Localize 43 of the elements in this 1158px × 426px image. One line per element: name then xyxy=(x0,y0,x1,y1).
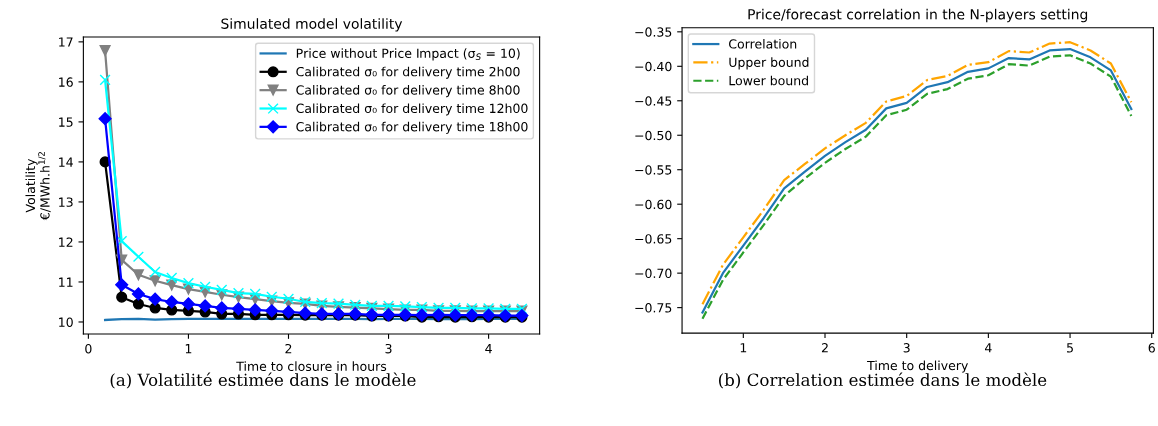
x-tick-label: 0 xyxy=(85,343,92,354)
legend-label: Calibrated σ₀ for delivery time 8h00 xyxy=(296,85,520,98)
x-axis-title: Time to delivery xyxy=(867,360,968,373)
y-tick-label: −0.45 xyxy=(635,96,672,106)
x-tick-label: 1 xyxy=(740,343,747,353)
legend-label: Calibrated σ₀ for delivery time 18h00 xyxy=(296,121,528,134)
y-tick-label: 11 xyxy=(59,277,73,287)
y-tick-label: −0.60 xyxy=(635,199,672,210)
legend-label: Upper bound xyxy=(729,57,809,70)
y-tick-label: 10 xyxy=(59,317,73,327)
x-tick-label: 4 xyxy=(985,343,992,353)
y-tick-label: −0.35 xyxy=(635,27,672,37)
y-tick-label: 13 xyxy=(59,197,73,207)
y-tick-label: −0.40 xyxy=(635,61,672,72)
chart-title: Price/forecast correlation in the N-players setting xyxy=(748,8,1088,23)
y-tick-label: −0.75 xyxy=(635,303,672,313)
y-tick-label: 17 xyxy=(59,37,73,47)
y-tick-label: −0.50 xyxy=(635,130,672,141)
x-tick-label: 2 xyxy=(821,343,828,353)
x-tick-label: 3 xyxy=(385,343,392,354)
x-axis-title: Time to closure in hours xyxy=(236,361,387,372)
text: (a) Volatilité estimée dans le modèle xyxy=(110,372,416,389)
y-tick-label: −0.70 xyxy=(635,268,672,279)
legend-label: Calibrated σ₀ for delivery time 2h00 xyxy=(296,66,520,79)
y-tick-label: 15 xyxy=(59,117,73,127)
legend-label: Lower bound xyxy=(729,75,808,86)
x-tick-label: 2 xyxy=(285,343,292,354)
x-tick-label: 3 xyxy=(903,343,910,353)
x-tick-label: 6 xyxy=(1148,343,1155,353)
legend-label: Price without Price Impact (σ$_{S}$ = 10) xyxy=(296,48,520,61)
x-tick-label: 5 xyxy=(1067,343,1073,353)
y-axis-title: Volatility €/MWh.h$^{1/2}$ xyxy=(25,152,51,221)
y-tick-label: 12 xyxy=(59,237,73,247)
legend-label: Calibrated σ₀ for delivery time 12h00 xyxy=(296,103,528,116)
legend-label: Correlation xyxy=(729,38,797,49)
x-tick-label: 1 xyxy=(185,344,192,354)
y-tick-label: 16 xyxy=(59,77,73,87)
y-tick-label: −0.65 xyxy=(635,234,672,244)
y-tick-label: 14 xyxy=(59,157,73,167)
x-tick-label: 4 xyxy=(485,344,492,354)
text: (b) Correlation estimée dans le modèle xyxy=(718,372,1047,389)
y-tick-label: −0.55 xyxy=(635,165,672,175)
chart-title: Simulated model volatility xyxy=(221,18,403,32)
